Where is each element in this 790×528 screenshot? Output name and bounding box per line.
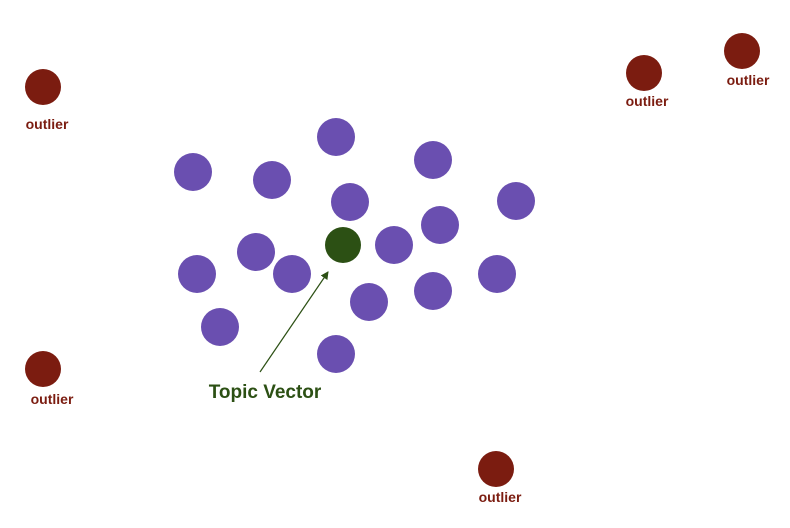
cluster-point	[331, 183, 369, 221]
outlier-point	[25, 69, 61, 105]
cluster-point	[174, 153, 212, 191]
cluster-point	[497, 182, 535, 220]
topic-vector-point	[325, 227, 361, 263]
outlier-label: outlier	[31, 391, 74, 407]
cluster-point	[350, 283, 388, 321]
cluster-point	[201, 308, 239, 346]
outlier-top-right-a: outlier	[626, 55, 669, 109]
outlier-top-left: outlier	[25, 69, 69, 132]
cluster-point	[253, 161, 291, 199]
outlier-label: outlier	[626, 93, 669, 109]
cluster-point	[375, 226, 413, 264]
outlier-bottom-left: outlier	[25, 351, 74, 407]
topic-vector-label: Topic Vector	[209, 382, 322, 403]
cluster-point	[414, 141, 452, 179]
outlier-point	[626, 55, 662, 91]
cluster-point	[478, 255, 516, 293]
outlier-top-right-b: outlier	[724, 33, 770, 88]
cluster-point	[273, 255, 311, 293]
outlier-point	[724, 33, 760, 69]
cluster-point	[178, 255, 216, 293]
outlier-label: outlier	[26, 116, 69, 132]
outlier-point	[25, 351, 61, 387]
outlier-label: outlier	[727, 72, 770, 88]
cluster-point	[237, 233, 275, 271]
outlier-label: outlier	[479, 489, 522, 505]
outlier-bottom-center: outlier	[478, 451, 522, 505]
cluster-point	[414, 272, 452, 310]
cluster-point	[317, 335, 355, 373]
cluster-point	[421, 206, 459, 244]
topic-vector-arrow	[259, 271, 329, 373]
cluster-points	[174, 118, 535, 373]
outlier-point	[478, 451, 514, 487]
cluster-point	[317, 118, 355, 156]
